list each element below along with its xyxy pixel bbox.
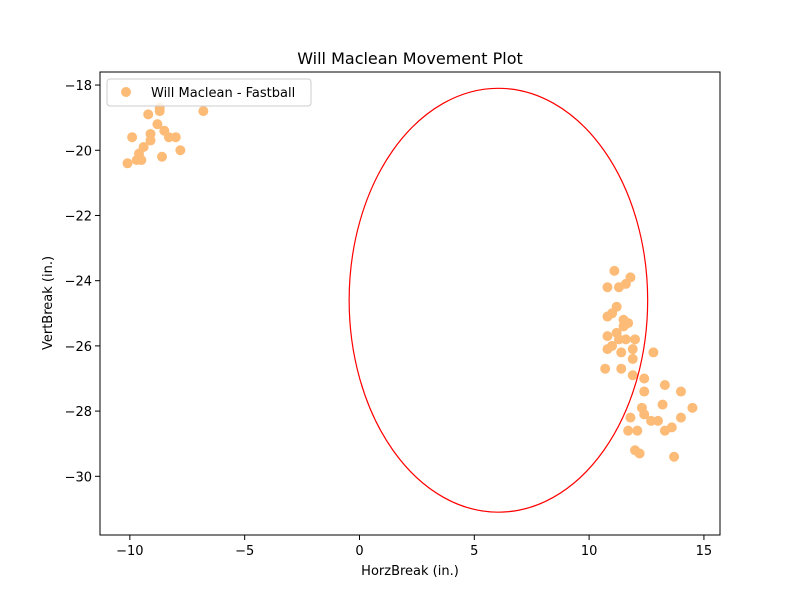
scatter-point (602, 344, 613, 355)
scatter-point (198, 106, 209, 117)
legend: Will Maclean - Fastball (106, 78, 312, 107)
scatter-point (675, 412, 686, 423)
y-tick-label: −26 (65, 340, 92, 355)
scatter-point (163, 132, 174, 143)
scatter-point (675, 386, 686, 397)
scatter-point (632, 425, 643, 436)
x-tick-label: 5 (470, 544, 478, 559)
scatter-point (625, 412, 636, 423)
scatter-point (609, 265, 620, 276)
scatter-point (653, 415, 663, 426)
x-tick-label: 15 (696, 544, 713, 559)
y-tick-label: −22 (65, 209, 92, 224)
strike-zone-ellipse (348, 87, 649, 513)
y-tick-label: −18 (65, 79, 92, 94)
x-tick-label: 10 (581, 544, 598, 559)
scatter-point (152, 119, 163, 130)
scatter-point (602, 311, 613, 322)
legend-label: Will Maclean - Fastball (151, 86, 295, 101)
scatter-point (613, 334, 624, 345)
legend-marker (121, 87, 131, 97)
scatter-point (613, 282, 624, 293)
scatter-point (627, 353, 638, 364)
axis-ticks: −10 −5 0 5 10 15 −30 −28 −26 −24 −22 −20 −18 (65, 79, 713, 559)
scatter-point (620, 334, 631, 345)
axes-frame (99, 71, 721, 536)
scatter-point (154, 106, 165, 117)
scatter-point (600, 363, 611, 374)
chart-title: Will Maclean Movement Plot (297, 49, 523, 68)
scatter-point (687, 402, 698, 413)
scatter-point (616, 347, 627, 358)
scatter-point (648, 347, 659, 358)
scatter-point (131, 155, 142, 166)
scatter-point (175, 145, 186, 156)
scatter-point (170, 132, 181, 143)
y-tick-label: −28 (65, 405, 92, 420)
scatter-point (627, 370, 638, 381)
y-tick-label: −30 (65, 470, 92, 485)
x-tick-label: 0 (355, 544, 363, 559)
y-axis-label: VertBreak (in.) (41, 256, 56, 350)
legend-box (106, 78, 312, 107)
scatter-point (659, 425, 670, 436)
scatter-point (639, 386, 650, 397)
scatter-point (627, 344, 638, 355)
x-tick-label: −10 (116, 544, 143, 559)
scatter-point (657, 399, 668, 410)
scatter-point (145, 135, 156, 146)
scatter-point (157, 151, 167, 162)
scatter-point (127, 132, 138, 143)
scatter-point (616, 363, 627, 374)
scatter-point (618, 321, 629, 332)
x-tick-label: −5 (235, 544, 254, 559)
scatter-point (602, 331, 613, 342)
scatter-point (602, 282, 613, 293)
plot-area (122, 87, 698, 513)
scatter-point (143, 109, 154, 120)
scatter-point (646, 415, 657, 426)
scatter-point (630, 334, 641, 345)
scatter-point (639, 409, 650, 420)
scatter-point (639, 373, 650, 384)
scatter-point (122, 158, 133, 169)
y-tick-label: −24 (65, 275, 92, 290)
x-axis-label: HorzBreak (in.) (361, 564, 459, 579)
scatter-point (634, 448, 645, 459)
scatter-point (659, 380, 670, 391)
scatter-point (669, 451, 680, 462)
scatter-point (623, 425, 634, 436)
y-tick-label: −20 (65, 144, 92, 159)
